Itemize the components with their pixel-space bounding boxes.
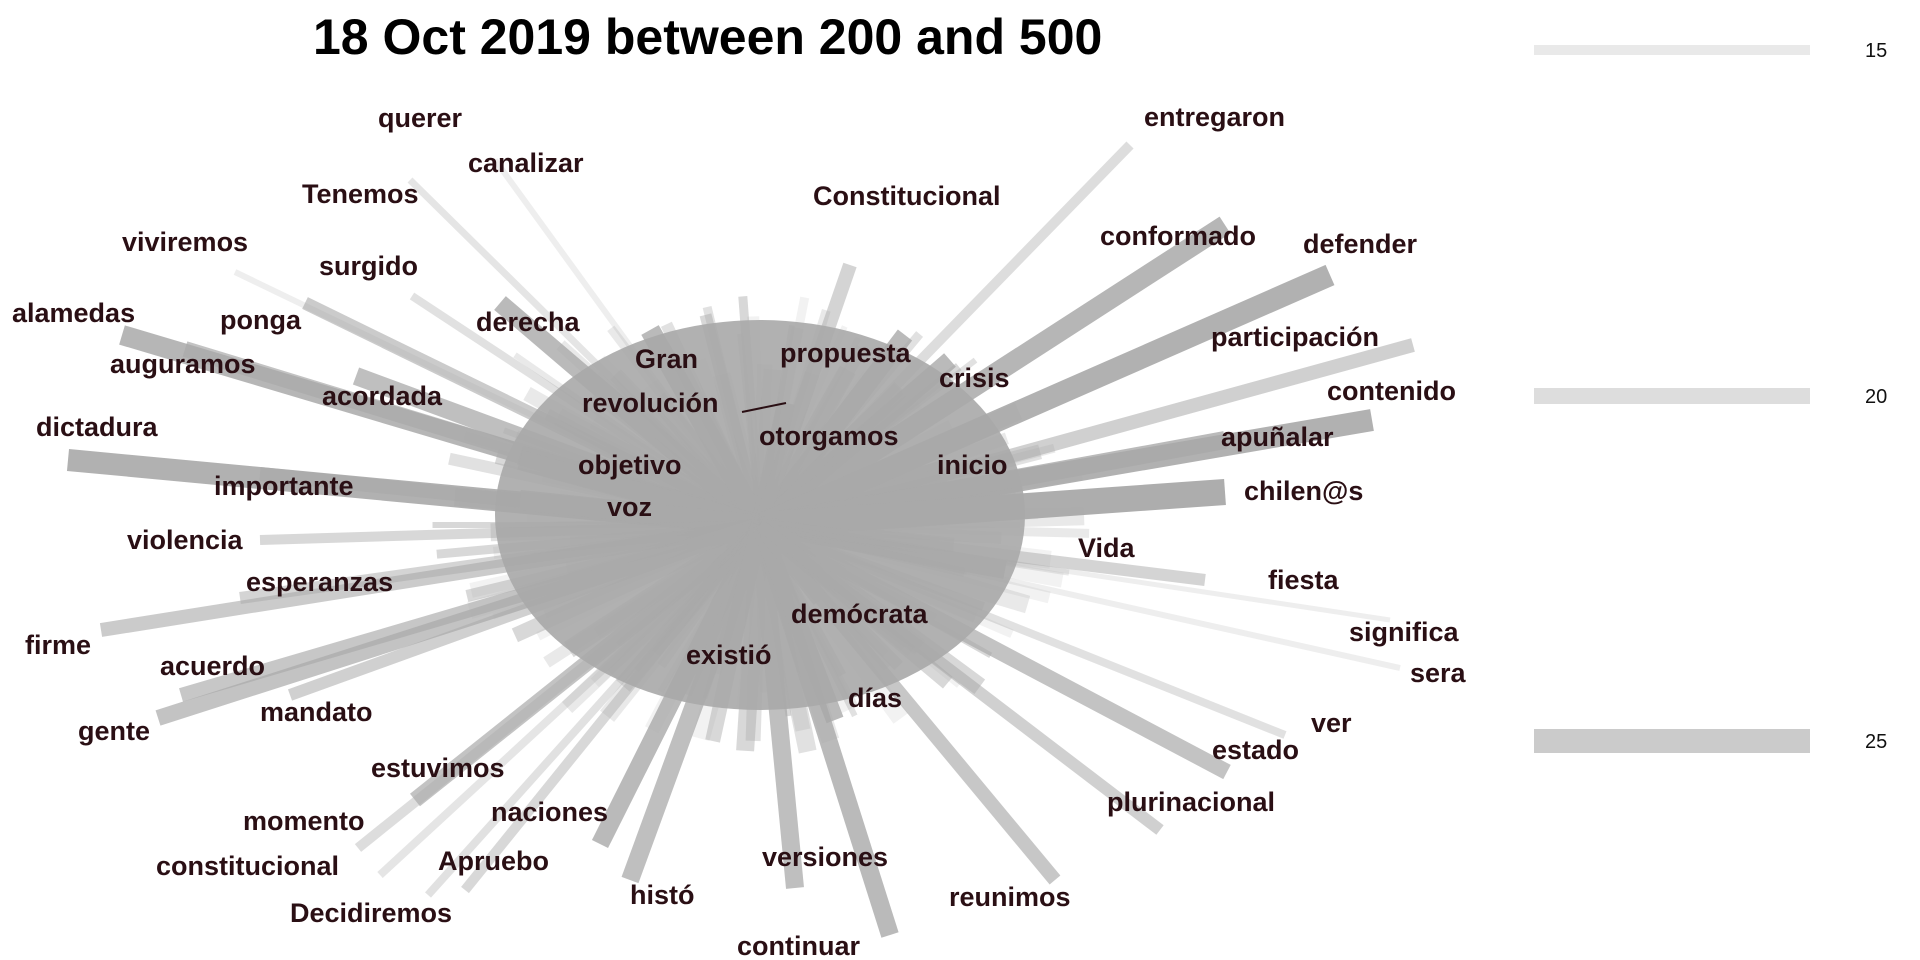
word-label: inicio	[937, 450, 1008, 480]
word-label: días	[848, 683, 902, 713]
edge-29	[751, 524, 804, 889]
word-label: esperanzas	[246, 567, 393, 597]
edge-52	[756, 517, 1231, 780]
word-label: plurinacional	[1107, 787, 1275, 817]
edge-51	[758, 521, 1287, 739]
word-label: canalizar	[468, 148, 584, 178]
edge-32	[721, 522, 769, 653]
edge-42	[755, 264, 1335, 536]
word-label: auguramos	[110, 349, 256, 379]
legend-label: 25	[1865, 731, 1887, 753]
edge-25	[377, 522, 763, 878]
word-label: sera	[1410, 658, 1467, 688]
word-label: viviremos	[122, 227, 248, 257]
word-label: mandato	[260, 697, 373, 727]
edge-40	[756, 141, 1134, 529]
word-label: surgido	[319, 251, 418, 281]
word-label: apuñalar	[1221, 422, 1334, 452]
word-label: reunimos	[949, 882, 1071, 912]
edge-53	[756, 520, 1164, 835]
word-label: otorgamos	[759, 421, 899, 451]
word-label: continuar	[737, 931, 860, 960]
edge-49	[759, 522, 1391, 623]
word-label: participación	[1211, 322, 1379, 352]
edge-46	[759, 479, 1226, 538]
edge-26	[461, 521, 764, 894]
edge-18	[99, 518, 762, 637]
edge-39	[753, 262, 857, 528]
word-label: revolución	[582, 388, 719, 418]
edge-27	[425, 522, 763, 898]
edge-48	[759, 519, 1206, 586]
word-label: contenido	[1327, 376, 1456, 406]
legend-label: 15	[1865, 40, 1887, 62]
edge-33	[751, 521, 844, 724]
word-label: crisis	[939, 363, 1010, 393]
word-label: violencia	[127, 525, 244, 555]
word-label: existió	[686, 640, 772, 670]
word-label: estado	[1212, 735, 1299, 765]
word-label: estuvimos	[371, 753, 505, 783]
word-label: acordada	[322, 381, 443, 411]
edge-15	[518, 490, 762, 535]
word-label: Decidiremos	[290, 898, 452, 928]
word-label: entregaron	[1144, 102, 1285, 132]
word-label: demócrata	[791, 599, 929, 629]
legend: 15 20 25	[1534, 40, 1887, 753]
chart-title: 18 Oct 2019 between 200 and 500	[313, 9, 1103, 65]
word-label: Vida	[1078, 533, 1136, 563]
word-label: voz	[607, 492, 652, 522]
edge-21	[287, 519, 763, 701]
word-label: chilen@s	[1244, 476, 1363, 506]
edge-43	[758, 338, 1415, 532]
word-label: momento	[243, 806, 365, 836]
word-label: dictadura	[36, 412, 159, 442]
word-label: firme	[25, 630, 91, 660]
center-mark	[741, 402, 787, 413]
edge-16	[259, 520, 761, 545]
edge-50	[759, 522, 1401, 671]
word-label: objetivo	[578, 450, 682, 480]
word-label: acuerdo	[160, 651, 265, 681]
word-label: versiones	[762, 842, 888, 872]
word-label: defender	[1303, 229, 1418, 259]
word-label: constitucional	[156, 851, 339, 881]
word-label: Tenemos	[302, 179, 419, 209]
word-label: Apruebo	[438, 846, 549, 876]
word-label: ponga	[220, 305, 302, 335]
word-label: ver	[1311, 708, 1352, 738]
word-label: propuesta	[780, 338, 912, 368]
edge-7	[494, 296, 766, 532]
word-label: Gran	[635, 344, 698, 374]
edge-layer	[66, 141, 1415, 938]
edge-10	[641, 325, 769, 530]
edge-22	[410, 518, 765, 807]
word-label: conformado	[1100, 221, 1256, 251]
edge-23	[354, 521, 764, 852]
word-label: significa	[1349, 617, 1460, 647]
word-label: naciones	[491, 797, 608, 827]
legend-label: 20	[1865, 386, 1887, 408]
word-label: alamedas	[12, 298, 135, 328]
word-label: querer	[378, 103, 463, 133]
word-label: fiesta	[1268, 565, 1340, 595]
word-label: Constitucional	[813, 181, 1001, 211]
edge-41	[754, 216, 1231, 534]
word-label: gente	[78, 716, 150, 746]
word-label: derecha	[476, 307, 581, 337]
word-label: importante	[214, 471, 354, 501]
word-label: histó	[630, 880, 695, 910]
